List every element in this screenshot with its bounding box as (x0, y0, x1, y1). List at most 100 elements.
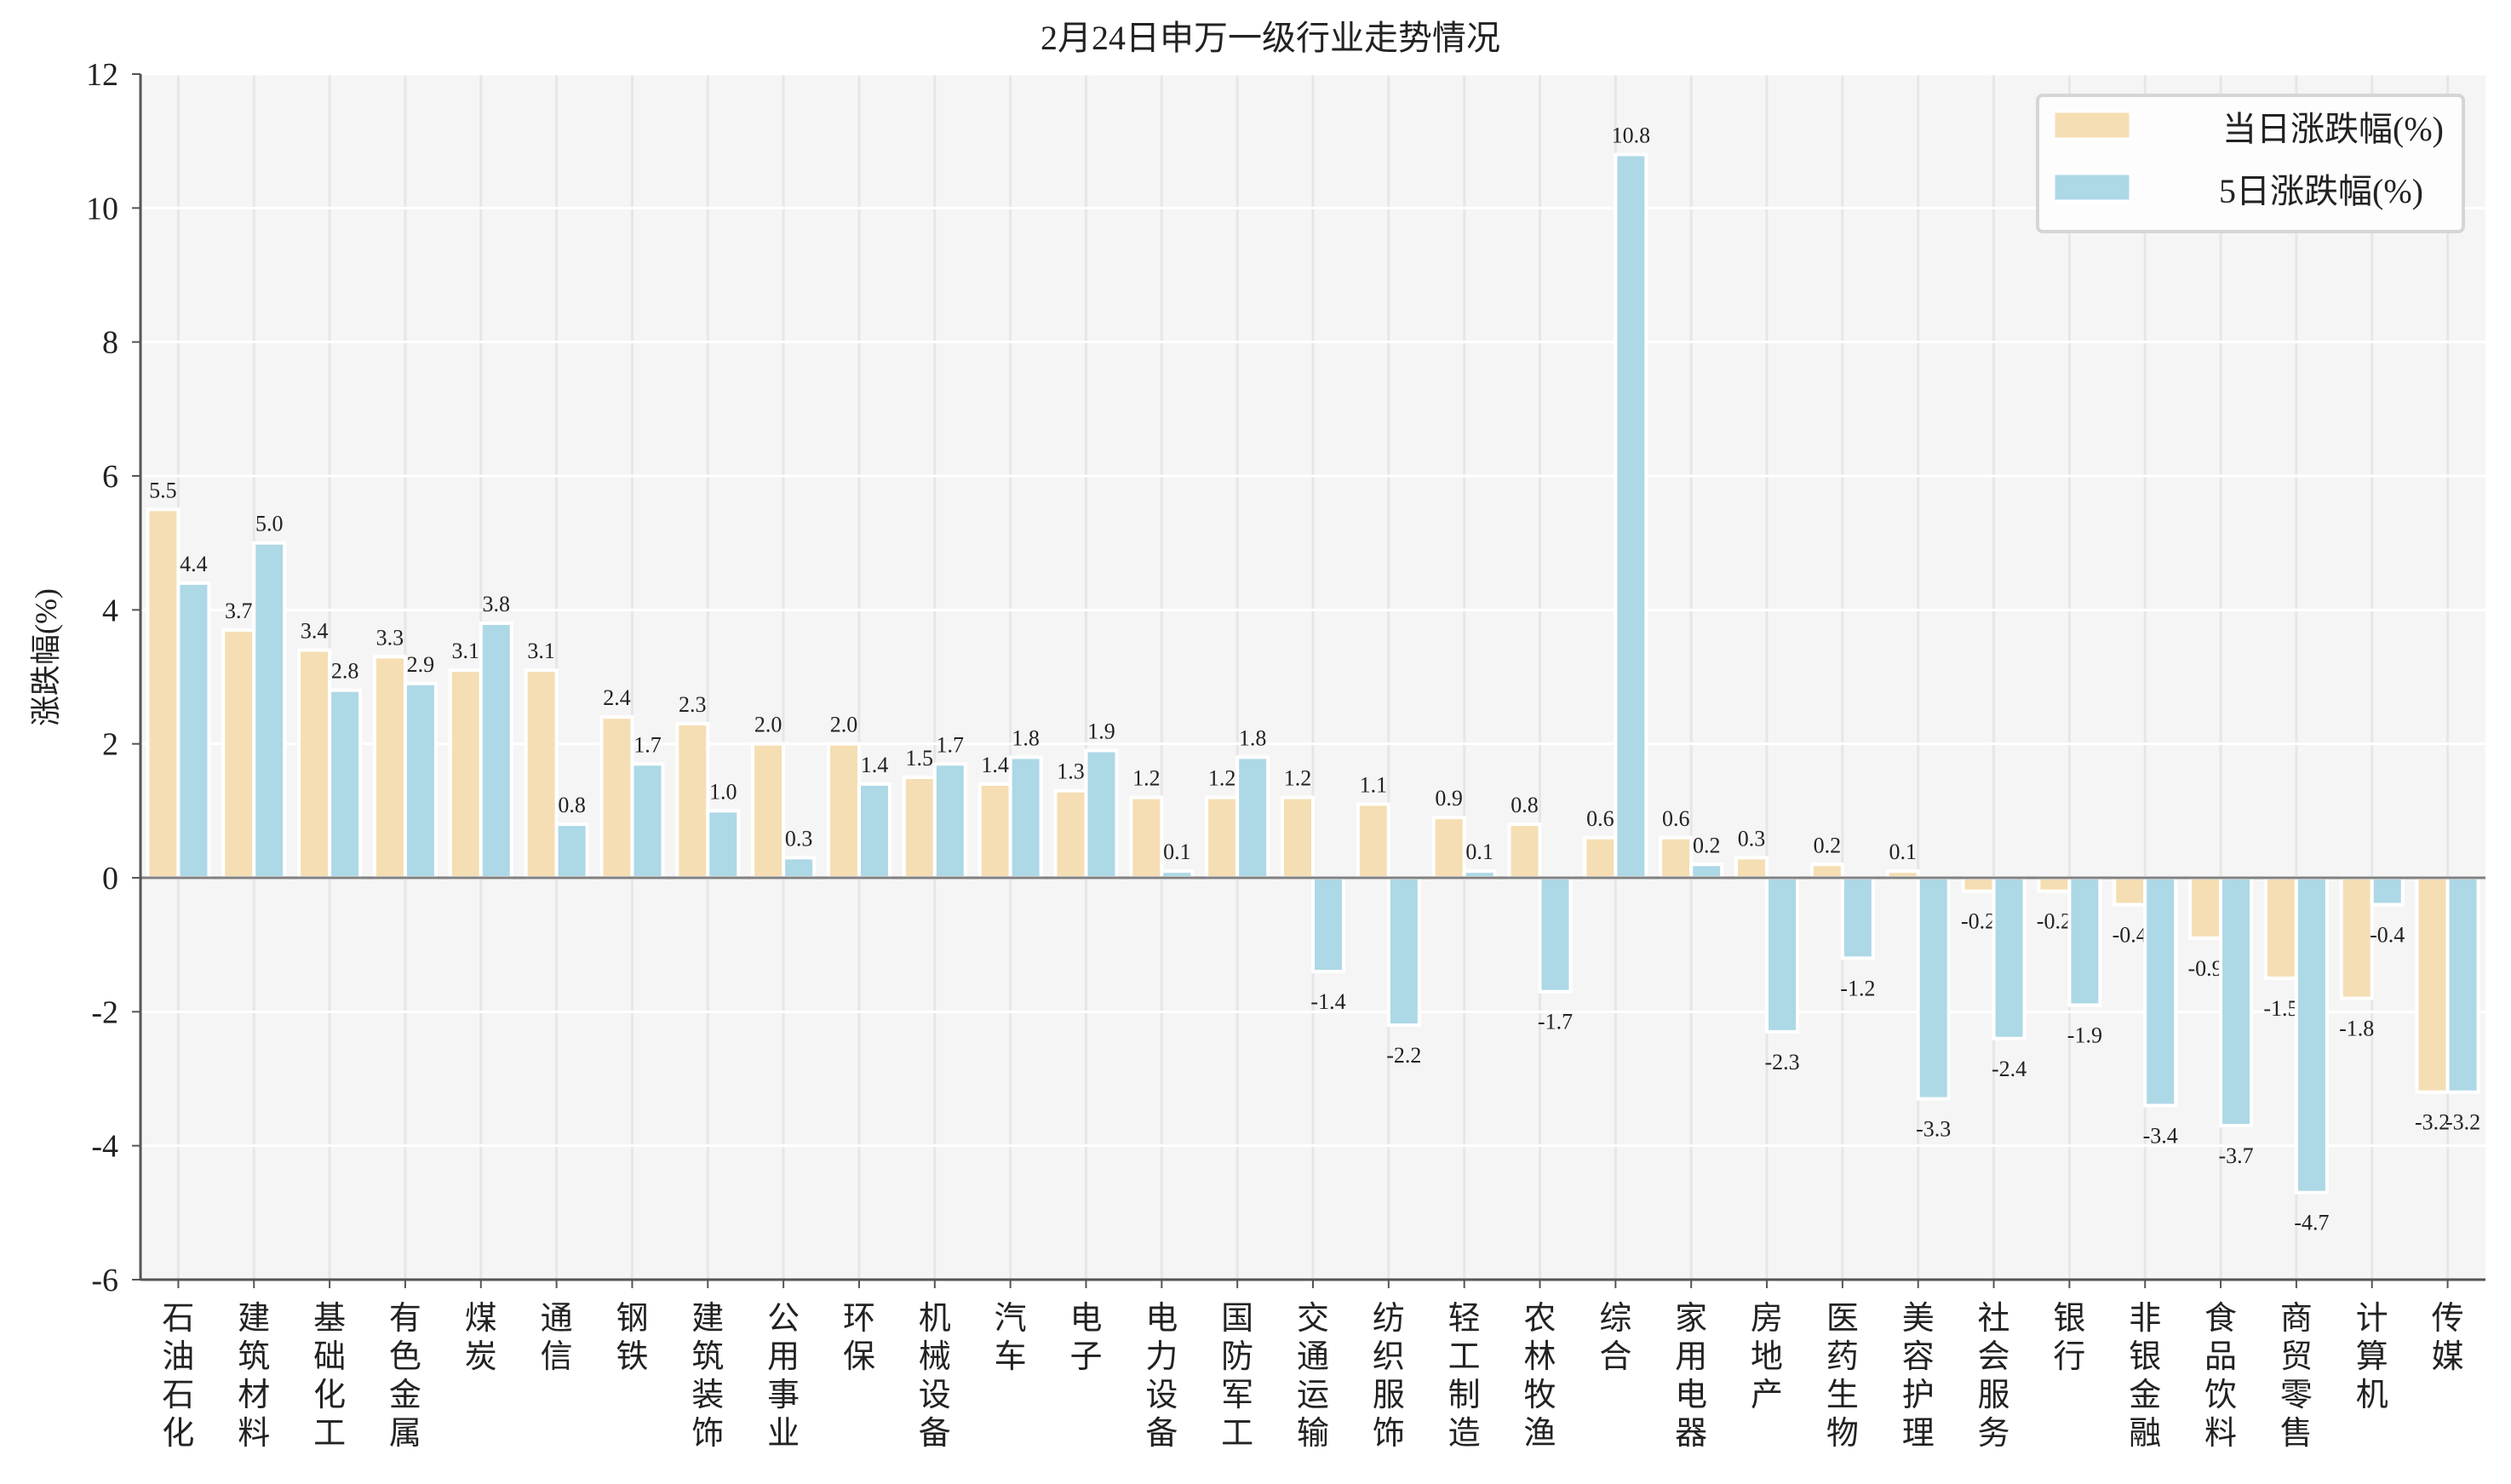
bar-5day (1992, 876, 2027, 1040)
y-tick-label: 6 (102, 459, 118, 495)
bar-5day (2143, 876, 2178, 1108)
data-label: -2.4 (1992, 1057, 2027, 1081)
data-label: -3.2 (2415, 1110, 2450, 1135)
bar-5day (1689, 862, 1724, 880)
data-label: -3.7 (2218, 1143, 2253, 1168)
data-label: 0.6 (1662, 806, 1690, 831)
data-label: 1.8 (1239, 725, 1267, 750)
data-label: 1.7 (937, 732, 965, 757)
bar-day (372, 655, 407, 880)
data-label: -1.2 (1840, 976, 1875, 1000)
bar-day (599, 715, 634, 880)
bar-5day (479, 622, 513, 880)
bar-day (1507, 822, 1542, 880)
x-tick-label: 环保 (843, 1301, 875, 1375)
x-tick-label: 美容护理 (1902, 1301, 1935, 1452)
x-tick-label: 电力设备 (1145, 1301, 1178, 1452)
bar-5day (2445, 876, 2480, 1094)
data-label: -1.7 (1538, 1010, 1573, 1034)
x-tick-label: 煤炭 (465, 1301, 497, 1375)
bar-5day (1311, 876, 1345, 974)
bar-5day (1614, 152, 1648, 880)
bar-5day (176, 581, 211, 880)
data-label: -4.7 (2294, 1211, 2329, 1235)
y-tick-label: 0 (102, 861, 118, 897)
x-tick-label: 商贸零售 (2280, 1301, 2313, 1452)
bar-day (1431, 816, 1466, 880)
x-tick-label: 建筑材料 (238, 1301, 270, 1452)
y-tick-label: 4 (102, 593, 118, 628)
x-tick-label: 电子 (1069, 1301, 1102, 1375)
data-label: 1.3 (1057, 759, 1085, 784)
bar-5day (782, 856, 817, 880)
bar-day (2339, 876, 2374, 1000)
x-tick-label: 综合 (1599, 1301, 1631, 1375)
x-tick-label: 社会服务 (1978, 1301, 2010, 1452)
data-label: -2.2 (1386, 1043, 1421, 1068)
legend: 当日涨跌幅(%) 5日涨跌幅(%) (2036, 94, 2465, 233)
bar-day (675, 722, 710, 880)
bar-day (1961, 876, 1996, 893)
bar-day (1809, 862, 1844, 880)
data-label: 0.9 (1435, 786, 1463, 811)
bar-5day (2067, 876, 2102, 1007)
bar-day (524, 668, 559, 880)
bar-5day (1084, 748, 1119, 880)
data-label: 1.4 (861, 753, 889, 777)
data-label: -3.3 (1916, 1117, 1951, 1142)
bar-5day (1386, 876, 1421, 1028)
x-tick-label: 机械设备 (919, 1301, 951, 1452)
data-label: 3.4 (301, 619, 329, 644)
bar-day (751, 742, 786, 880)
data-label: 3.1 (452, 639, 480, 663)
data-label: -0.4 (2370, 922, 2405, 947)
data-label: 5.0 (255, 512, 284, 536)
bar-day (2415, 876, 2450, 1094)
data-label: -1.9 (2067, 1023, 2102, 1047)
data-label: 3.7 (225, 599, 253, 623)
x-tick-label: 家用电器 (1675, 1301, 1707, 1452)
legend-swatch-5day (2052, 172, 2132, 203)
data-label: 0.8 (558, 793, 586, 817)
data-label: 3.8 (483, 592, 511, 616)
data-label: 0.1 (1163, 839, 1191, 864)
bar-5day (932, 762, 967, 880)
data-label: -3.4 (2143, 1123, 2178, 1148)
y-tick-label: -2 (91, 994, 118, 1030)
x-tick-label: 有色金属 (389, 1301, 421, 1452)
legend-label-5day: 5日涨跌幅(%) (2219, 172, 2423, 210)
data-label: 1.8 (1012, 725, 1040, 750)
y-tick-label: -4 (91, 1129, 118, 1165)
legend-label-day: 当日涨跌幅(%) (2222, 110, 2444, 148)
bar-day (448, 668, 483, 880)
y-tick-label: -6 (91, 1263, 118, 1298)
data-label: -3.2 (2445, 1110, 2480, 1135)
bar-day (1205, 795, 1240, 880)
x-tick-label: 通信 (541, 1301, 573, 1375)
data-label: -2.3 (1764, 1050, 1799, 1074)
bar-day (1053, 788, 1088, 880)
y-tick-label: 8 (102, 325, 118, 361)
data-label: -0.2 (2037, 909, 2072, 934)
bar-5day (1840, 876, 1875, 960)
bar-5day (1916, 876, 1951, 1101)
data-label: 1.5 (906, 746, 934, 771)
data-label: 1.2 (1132, 766, 1161, 791)
x-tick-label: 纺织服饰 (1373, 1301, 1405, 1452)
data-label: 0.1 (1465, 839, 1493, 864)
data-label: -0.9 (2187, 956, 2222, 981)
legend-swatch-day (2052, 110, 2132, 140)
data-label: 3.3 (376, 625, 404, 650)
data-label: 1.2 (1208, 766, 1236, 791)
data-label: -1.8 (2339, 1017, 2374, 1041)
x-tick-label: 医药生物 (1826, 1301, 1859, 1452)
data-label: 2.3 (679, 692, 707, 717)
bar-5day (857, 782, 891, 880)
bar-day (1129, 795, 1164, 880)
x-tick-label: 食品饮料 (2204, 1301, 2237, 1452)
data-label: 3.1 (527, 639, 555, 663)
bar-5day (1765, 876, 1800, 1034)
bar-day (1659, 835, 1694, 880)
bar-5day (1235, 755, 1270, 880)
